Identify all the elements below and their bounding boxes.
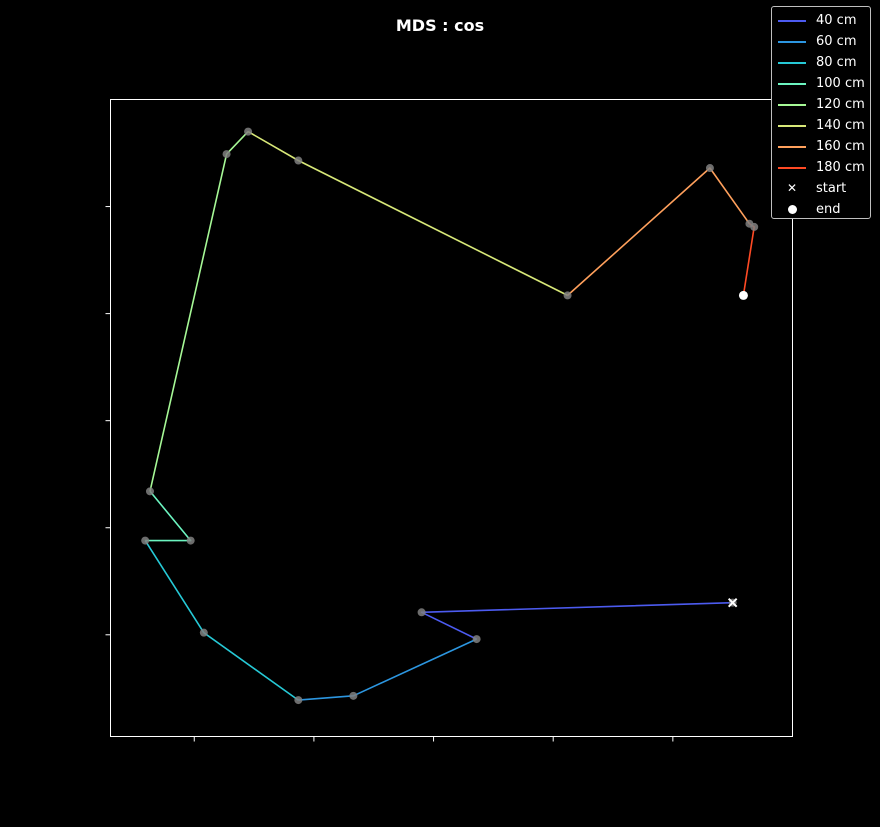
x-axis-ticks bbox=[193, 736, 674, 742]
y-axis-ticks bbox=[105, 206, 111, 636]
legend-swatch bbox=[778, 20, 806, 22]
plot-area-frame bbox=[110, 99, 793, 737]
legend-item-180-cm: 180 cm bbox=[772, 157, 872, 178]
legend-end-icon bbox=[788, 205, 797, 214]
data-point-2 bbox=[472, 635, 481, 644]
chart-title: MDS : cos bbox=[396, 16, 484, 35]
end-marker bbox=[738, 290, 748, 300]
legend-label: 80 cm bbox=[816, 55, 857, 70]
legend: 40 cm 60 cm 80 cm 100 cm 120 cm 140 cm 160 cm 1… bbox=[771, 6, 871, 219]
legend-item-160-cm: 160 cm bbox=[772, 136, 872, 157]
legend-label: 60 cm bbox=[816, 34, 857, 49]
legend-item-120-cm: 120 cm bbox=[772, 94, 872, 115]
data-point-1 bbox=[417, 608, 426, 617]
start-marker bbox=[727, 597, 738, 608]
data-point-8 bbox=[145, 487, 154, 496]
legend-label: 180 cm bbox=[816, 160, 865, 175]
data-point-11 bbox=[294, 156, 303, 165]
legend-label: start bbox=[816, 181, 847, 196]
legend-label: 160 cm bbox=[816, 139, 865, 154]
data-point-13 bbox=[705, 164, 714, 173]
legend-swatch bbox=[778, 41, 806, 43]
data-point-6 bbox=[141, 536, 150, 545]
legend-swatch bbox=[778, 83, 806, 85]
legend-label: 40 cm bbox=[816, 13, 857, 28]
legend-swatch bbox=[778, 62, 806, 64]
legend-start-icon: ✕ bbox=[786, 181, 798, 195]
data-point-4 bbox=[294, 696, 303, 705]
legend-label: 120 cm bbox=[816, 97, 865, 112]
data-point-12 bbox=[563, 291, 572, 300]
legend-label: end bbox=[816, 202, 841, 217]
legend-swatch bbox=[778, 146, 806, 148]
legend-item-140-cm: 140 cm bbox=[772, 115, 872, 136]
data-point-5 bbox=[199, 628, 208, 637]
data-point-10 bbox=[244, 127, 253, 136]
legend-item-40-cm: 40 cm bbox=[772, 10, 872, 31]
legend-item-start: ✕ start bbox=[772, 178, 872, 199]
data-point-9 bbox=[222, 150, 231, 159]
marker-layer bbox=[141, 127, 759, 705]
legend-item-end: end bbox=[772, 199, 872, 220]
legend-item-60-cm: 60 cm bbox=[772, 31, 872, 52]
legend-swatch bbox=[778, 125, 806, 127]
legend-label: 140 cm bbox=[816, 118, 865, 133]
legend-item-80-cm: 80 cm bbox=[772, 52, 872, 73]
legend-swatch bbox=[778, 167, 806, 169]
data-point-7 bbox=[186, 536, 195, 545]
legend-label: 100 cm bbox=[816, 76, 865, 91]
legend-item-100-cm: 100 cm bbox=[772, 73, 872, 94]
data-point-15 bbox=[750, 222, 759, 231]
data-point-3 bbox=[349, 691, 358, 700]
legend-swatch bbox=[778, 104, 806, 106]
